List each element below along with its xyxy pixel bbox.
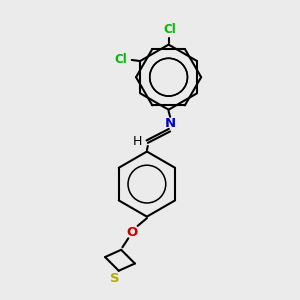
Text: S: S: [110, 272, 120, 285]
Text: Cl: Cl: [115, 53, 128, 66]
Text: H: H: [133, 135, 142, 148]
Text: N: N: [165, 117, 176, 130]
Text: Cl: Cl: [164, 23, 176, 36]
Text: O: O: [126, 226, 138, 239]
